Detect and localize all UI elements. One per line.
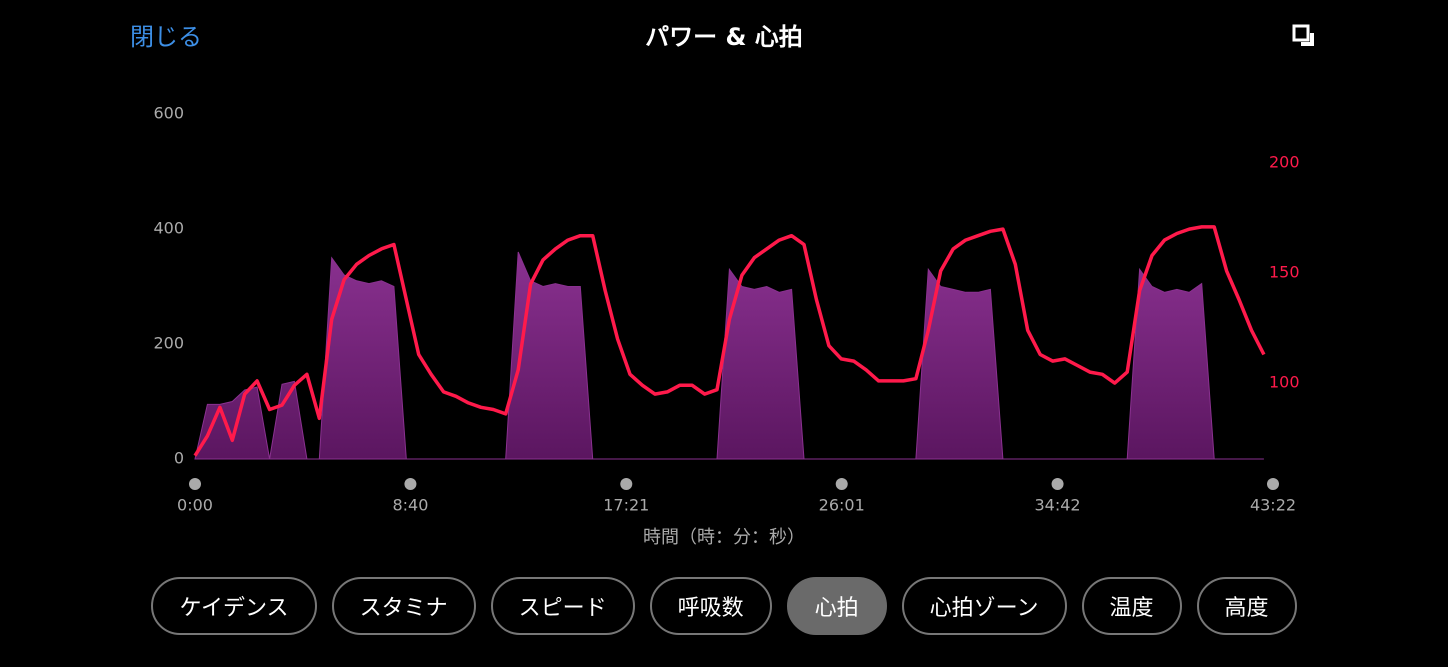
x-tick-label: 34:42 xyxy=(1035,496,1081,515)
y-tick-label: 0 xyxy=(174,449,184,468)
x-tick-dot xyxy=(1267,478,1279,490)
x-tick-label: 0:00 xyxy=(177,496,213,515)
x-tick-label: 43:22 xyxy=(1250,496,1296,515)
y-tick-label: 200 xyxy=(153,334,184,353)
metric-button[interactable]: 高度 xyxy=(1196,577,1297,635)
close-button[interactable]: 閉じる xyxy=(130,23,202,51)
x-tick-label: 17:21 xyxy=(603,496,649,515)
x-tick-dot xyxy=(1051,478,1064,490)
x-tick-dot xyxy=(404,478,417,490)
y-tick-label: 400 xyxy=(153,219,184,238)
x-tick-label: 8:40 xyxy=(392,496,428,515)
metric-button[interactable]: 温度 xyxy=(1081,577,1182,635)
metric-buttons: ケイデンス スタミナ スピード 呼吸数 心拍 心拍ゾーン 温度 高度 xyxy=(0,577,1448,635)
metric-button[interactable]: スピード xyxy=(490,577,635,635)
y2-tick-label: 100 xyxy=(1269,373,1300,392)
x-tick-label: 26:01 xyxy=(819,496,865,515)
y2-tick-label: 150 xyxy=(1269,263,1300,282)
metric-button[interactable]: 心拍ゾーン xyxy=(901,577,1067,635)
power-area xyxy=(194,251,1264,460)
y2-tick-label: 200 xyxy=(1269,153,1300,172)
metric-button[interactable]: 呼吸数 xyxy=(649,577,772,635)
y-tick-label: 600 xyxy=(153,104,184,123)
x-tick-dot xyxy=(189,478,201,490)
metric-button[interactable]: 心拍 xyxy=(786,577,887,635)
page-title: パワー & 心拍 xyxy=(645,23,803,51)
heart-rate-line xyxy=(193,225,1266,457)
expand-icon[interactable] xyxy=(1292,24,1314,46)
x-axis-title: 時間（時：分：秒） xyxy=(643,527,805,548)
metric-button[interactable]: スタミナ xyxy=(331,577,476,635)
x-tick-dot xyxy=(620,478,633,490)
x-tick-dot xyxy=(835,478,848,490)
metric-button[interactable]: ケイデンス xyxy=(151,577,317,635)
